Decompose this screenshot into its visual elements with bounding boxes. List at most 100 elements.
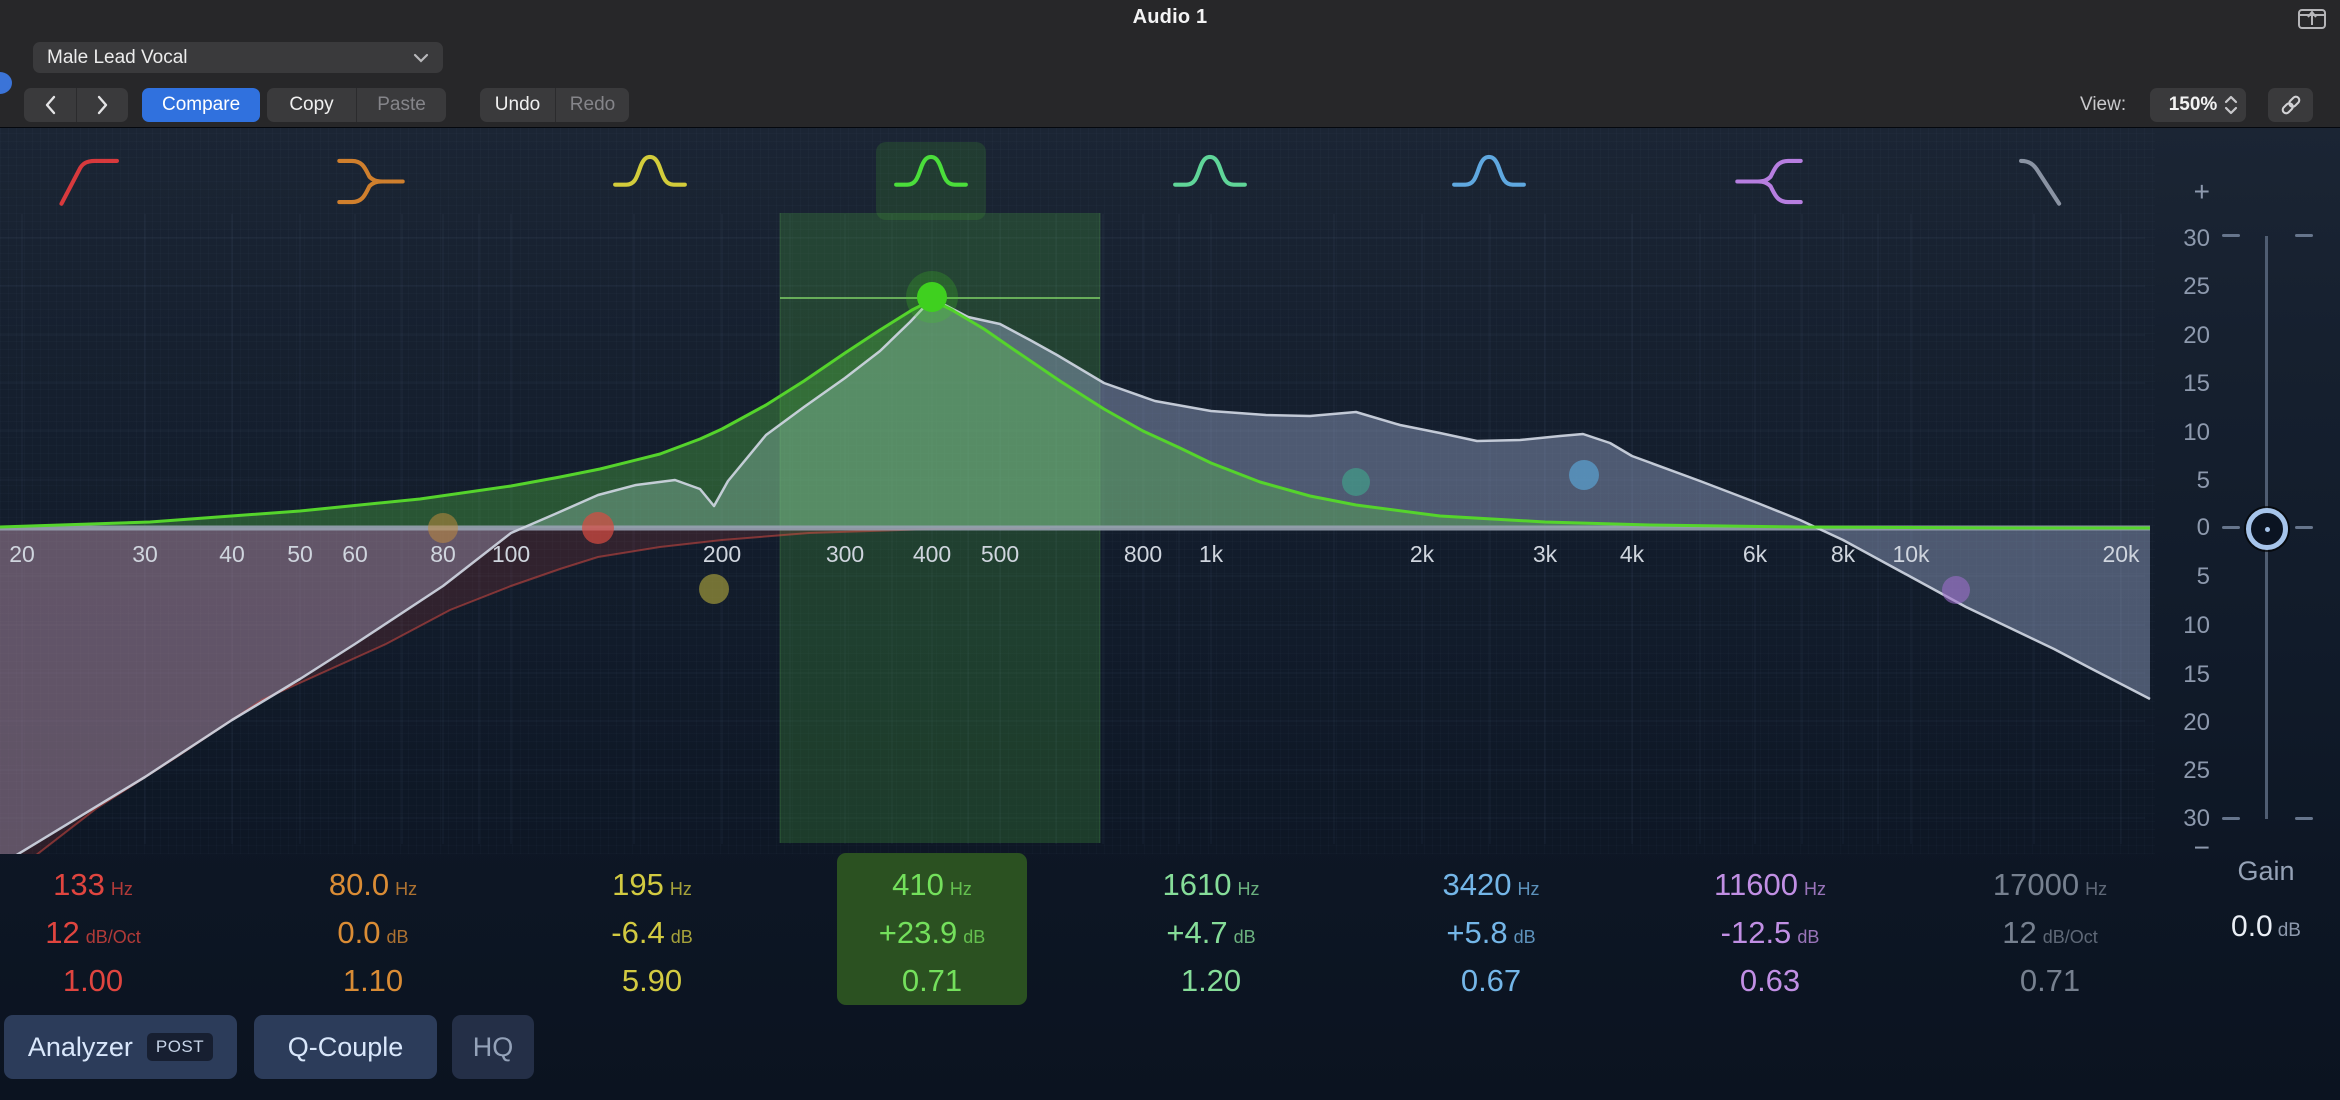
popout-window-icon[interactable] (2296, 5, 2328, 31)
freq-axis-label: 200 (703, 541, 741, 567)
band-3-handle[interactable] (699, 574, 729, 604)
compare-button[interactable]: Compare (142, 88, 261, 122)
band-2-type-button[interactable] (316, 142, 426, 220)
gain-slider-tick (2222, 526, 2240, 529)
band-7-frequency-field[interactable]: 11600 Hz (1714, 867, 1826, 902)
bell-filter-icon (613, 154, 687, 187)
band-4-frequency-field[interactable]: 410 Hz (892, 867, 972, 902)
band-2-frequency-field[interactable]: 80.0 Hz (328, 867, 418, 902)
band-3-type-button[interactable] (595, 142, 705, 220)
copy-paste-group: Copy Paste (267, 88, 446, 122)
preset-nav-group (24, 88, 128, 122)
band-7-gain-field[interactable]: -12.5 dB (1720, 915, 1820, 950)
band-3-readout: 195 Hz -6.4 dB 5.90 (557, 853, 747, 1005)
gain-scale-label: 0 (2196, 514, 2210, 541)
sidebar-toggle-nub[interactable] (0, 72, 12, 94)
bell-filter-icon (1452, 154, 1526, 187)
grid-horizontal-lines (0, 237, 2145, 819)
gain-scale-label: 30 (2183, 225, 2210, 252)
band-6-type-button[interactable] (1434, 142, 1544, 220)
band-8-q-field[interactable]: 0.71 (2019, 963, 2081, 998)
freq-axis-label: 100 (492, 541, 530, 567)
freq-axis-label: 60 (342, 541, 368, 567)
band-1-slope-field[interactable]: 12 dB/Oct (45, 915, 141, 950)
gain-scale-label: 20 (2183, 709, 2210, 736)
band-2-handle[interactable] (428, 513, 458, 543)
band-7-handle[interactable] (1942, 576, 1970, 604)
freq-axis-label: 20 (9, 541, 35, 567)
band-5-handle[interactable] (1342, 468, 1370, 496)
freq-axis-label: 1k (1199, 541, 1224, 567)
band-7-q-field[interactable]: 0.63 (1739, 963, 1801, 998)
q-couple-button[interactable]: Q-Couple (254, 1015, 437, 1079)
band-3-frequency-field[interactable]: 195 Hz (612, 867, 692, 902)
band-7-type-button[interactable] (1714, 142, 1824, 220)
band-8-frequency-field[interactable]: 17000 Hz (1992, 867, 2108, 902)
band-1-frequency-field[interactable]: 133 Hz (53, 867, 133, 902)
gain-scale-minus: − (2193, 832, 2210, 863)
band-1-q-field[interactable]: 1.00 (62, 963, 124, 998)
band-6-handle[interactable] (1569, 460, 1599, 490)
eq-composite-fill (0, 300, 2150, 854)
band-8-slope-field[interactable]: 12 dB/Oct (2002, 915, 2098, 950)
band-6-gain-field[interactable]: +5.8 dB (1446, 915, 1536, 950)
preset-dropdown[interactable]: Male Lead Vocal (33, 42, 443, 73)
gain-unit: dB (2277, 920, 2301, 941)
freq-axis-label: 30 (132, 541, 158, 567)
band-2-readout: 80.0 Hz 0.0 dB 1.10 (278, 853, 468, 1005)
freq-axis-label: 20k (2102, 541, 2140, 567)
gain-slider-tick (2222, 817, 2240, 820)
link-chain-icon (2281, 95, 2300, 115)
band-4-gain-field[interactable]: +23.9 dB (878, 915, 986, 950)
band-1-type-button[interactable] (35, 142, 145, 220)
stepper-chevrons-icon (2224, 95, 2238, 115)
band-1-readout: 133 Hz 12 dB/Oct 1.00 (0, 853, 188, 1005)
paste-button[interactable]: Paste (356, 88, 446, 122)
eq-display: 20 30 40 50 60 80 100 200 300 400 500 80… (0, 128, 2340, 1100)
gain-slider-tick (2222, 234, 2240, 237)
gain-slider-knob[interactable] (2246, 508, 2288, 550)
gain-scale-label: 15 (2183, 661, 2210, 688)
band-5-gain-field[interactable]: +4.7 dB (1166, 915, 1256, 950)
band-4-type-button[interactable] (876, 142, 986, 220)
band-5-frequency-field[interactable]: 1610 Hz (1162, 867, 1260, 902)
freq-axis-label: 500 (981, 541, 1019, 567)
bell-filter-icon (1173, 154, 1247, 187)
band-5-type-button[interactable] (1155, 142, 1265, 220)
band-2-gain-field[interactable]: 0.0 dB (337, 915, 409, 950)
band-1-handle[interactable] (582, 512, 614, 544)
view-zoom-value: 150% (2168, 94, 2218, 115)
band-8-type-button[interactable] (1993, 142, 2103, 220)
band-4-handle[interactable] (917, 282, 947, 312)
undo-button[interactable]: Undo (494, 94, 541, 115)
link-button[interactable] (2268, 88, 2313, 122)
copy-button[interactable]: Copy (289, 94, 334, 115)
band-3-gain-field[interactable]: -6.4 dB (611, 915, 693, 950)
band-4-curve (0, 298, 2150, 530)
band-6-frequency-field[interactable]: 3420 Hz (1442, 867, 1540, 902)
band-4-readout: 410 Hz +23.9 dB 0.71 (837, 853, 1027, 1005)
redo-button[interactable]: Redo (555, 88, 629, 122)
hq-button[interactable]: HQ (452, 1015, 534, 1079)
band-5-q-field[interactable]: 1.20 (1180, 963, 1242, 998)
freq-axis-label: 10k (1892, 541, 1930, 567)
band-8-readout: 17000 Hz 12 dB/Oct 0.71 (1955, 853, 2145, 1005)
window-title: Audio 1 (1132, 6, 1208, 28)
analyzer-button[interactable]: Analyzer POST (4, 1015, 237, 1079)
view-zoom-stepper[interactable]: 150% (2150, 88, 2246, 122)
band-6-q-field[interactable]: 0.67 (1460, 963, 1522, 998)
gain-value-field[interactable]: 0.0 dB (2186, 910, 2340, 944)
analyzer-label: Analyzer (27, 1031, 133, 1062)
chevron-left-icon (45, 95, 55, 115)
analyzer-mode-badge[interactable]: POST (146, 1033, 214, 1061)
band-2-q-field[interactable]: 1.10 (342, 963, 404, 998)
freq-axis-label: 8k (1831, 541, 1856, 567)
undo-redo-group: Undo Redo (480, 88, 629, 122)
band-3-q-field[interactable]: 5.90 (621, 963, 683, 998)
previous-preset-button[interactable] (24, 88, 76, 122)
gain-slider-tick (2295, 234, 2313, 237)
gain-slider-tick (2295, 526, 2313, 529)
band-4-q-field[interactable]: 0.71 (901, 963, 963, 998)
low-pass-filter-icon (2019, 158, 2062, 206)
next-preset-button[interactable] (76, 88, 128, 122)
